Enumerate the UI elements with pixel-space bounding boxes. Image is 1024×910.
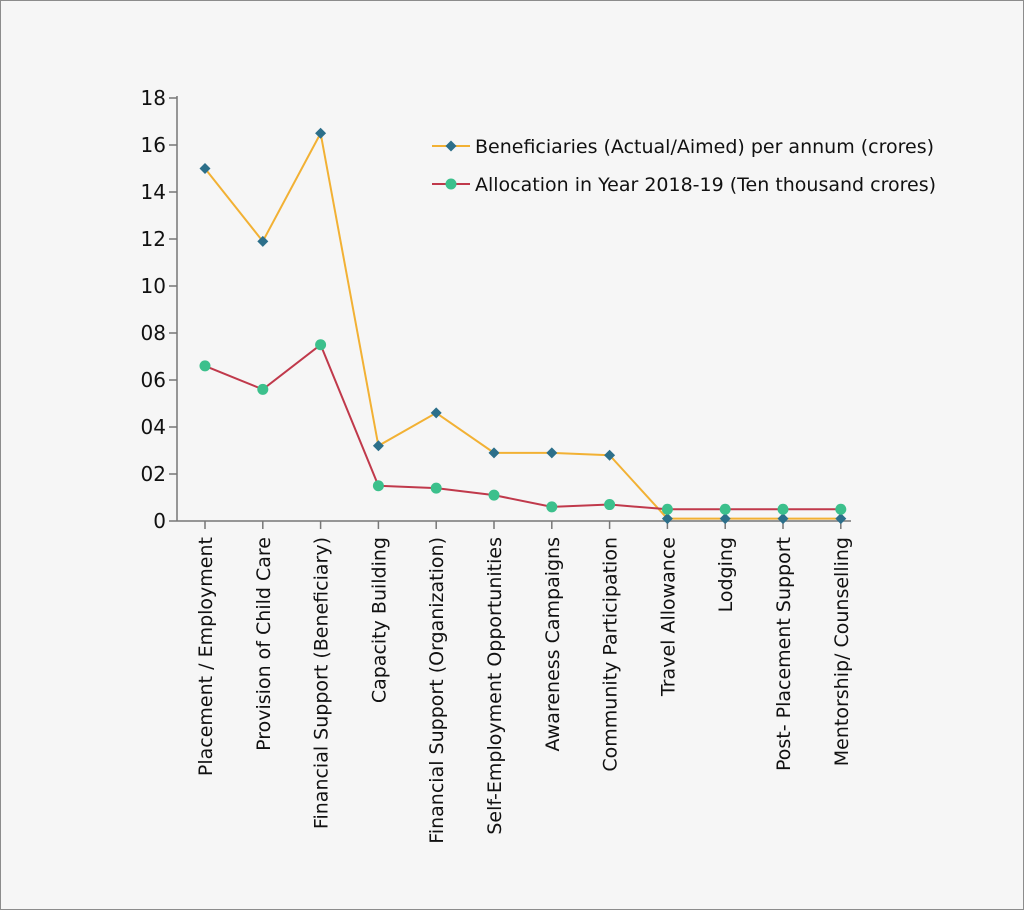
series-2-point: [257, 383, 269, 395]
x-tick-label: Lodging: [715, 537, 737, 612]
y-axis-ticks: 0 02 04 06 08 10 12 14 16 18: [141, 86, 177, 533]
series-1-point: [604, 449, 616, 461]
x-tick-label: Post- Placement Support: [773, 537, 795, 771]
axes: [176, 96, 851, 522]
legend: Beneficiaries (Actual/Aimed) per annum (…: [432, 136, 936, 196]
series-1-point: [719, 513, 731, 525]
x-tick-label: Awareness Campaigns: [542, 537, 564, 751]
series-2-point: [488, 489, 500, 501]
series-1-point: [835, 513, 847, 525]
y-tick-label: 08: [141, 321, 166, 345]
series-1-point: [546, 447, 558, 459]
x-tick-label: Placement / Employment: [195, 537, 217, 776]
legend-marker-diamond: [445, 140, 457, 152]
y-tick-label: 0: [153, 509, 166, 533]
series-1-point: [315, 127, 327, 139]
series-line-1: [204, 130, 841, 520]
series-line-2: [204, 343, 841, 511]
series-2-point: [661, 503, 673, 515]
series-1-point: [199, 163, 211, 174]
y-tick-label: 02: [141, 462, 166, 486]
series-layer: [199, 127, 847, 525]
series-1-point: [661, 513, 673, 525]
y-tick-label: 18: [141, 86, 166, 110]
legend-label: Allocation in Year 2018-19 (Ten thousand…: [475, 174, 936, 196]
series-1-point: [372, 440, 384, 452]
series-2-point: [777, 503, 789, 515]
legend-label: Beneficiaries (Actual/Aimed) per annum (…: [475, 136, 934, 158]
y-tick-label: 04: [141, 415, 166, 439]
series-2-point: [546, 501, 558, 513]
x-tick-label: Capacity Building: [368, 537, 390, 703]
series-2-point: [372, 480, 384, 492]
y-tick-label: 16: [141, 133, 166, 157]
x-tick-label: Provision of Child Care: [253, 537, 275, 751]
y-tick-label: 06: [141, 368, 166, 392]
series-1-point: [257, 235, 269, 247]
series-1-point: [777, 513, 789, 525]
series-2-point: [199, 360, 211, 372]
x-axis-ticks: Placement / Employment Provision of Child…: [195, 521, 853, 844]
series-2-point: [430, 482, 442, 494]
y-tick-label: 14: [141, 180, 166, 204]
x-tick-label: Financial Support (Organization): [426, 537, 448, 844]
series-1-point: [430, 407, 442, 419]
series-2-point: [835, 503, 847, 515]
y-tick-label: 10: [141, 274, 166, 298]
series-2-point: [719, 503, 731, 515]
x-tick-label: Travel Allowance: [657, 537, 679, 697]
y-tick-label: 12: [141, 227, 166, 251]
series-2-point: [604, 499, 616, 511]
legend-marker-circle: [445, 178, 457, 190]
x-tick-label: Financial Support (Beneficiary): [311, 537, 333, 829]
series-1-point: [488, 447, 500, 459]
x-tick-label: Self-Employment Opportunities: [484, 537, 506, 835]
x-tick-label: Mentorship/ Counselling: [831, 537, 853, 766]
x-tick-label: Community Participation: [600, 537, 622, 772]
series-2-point: [315, 339, 327, 351]
